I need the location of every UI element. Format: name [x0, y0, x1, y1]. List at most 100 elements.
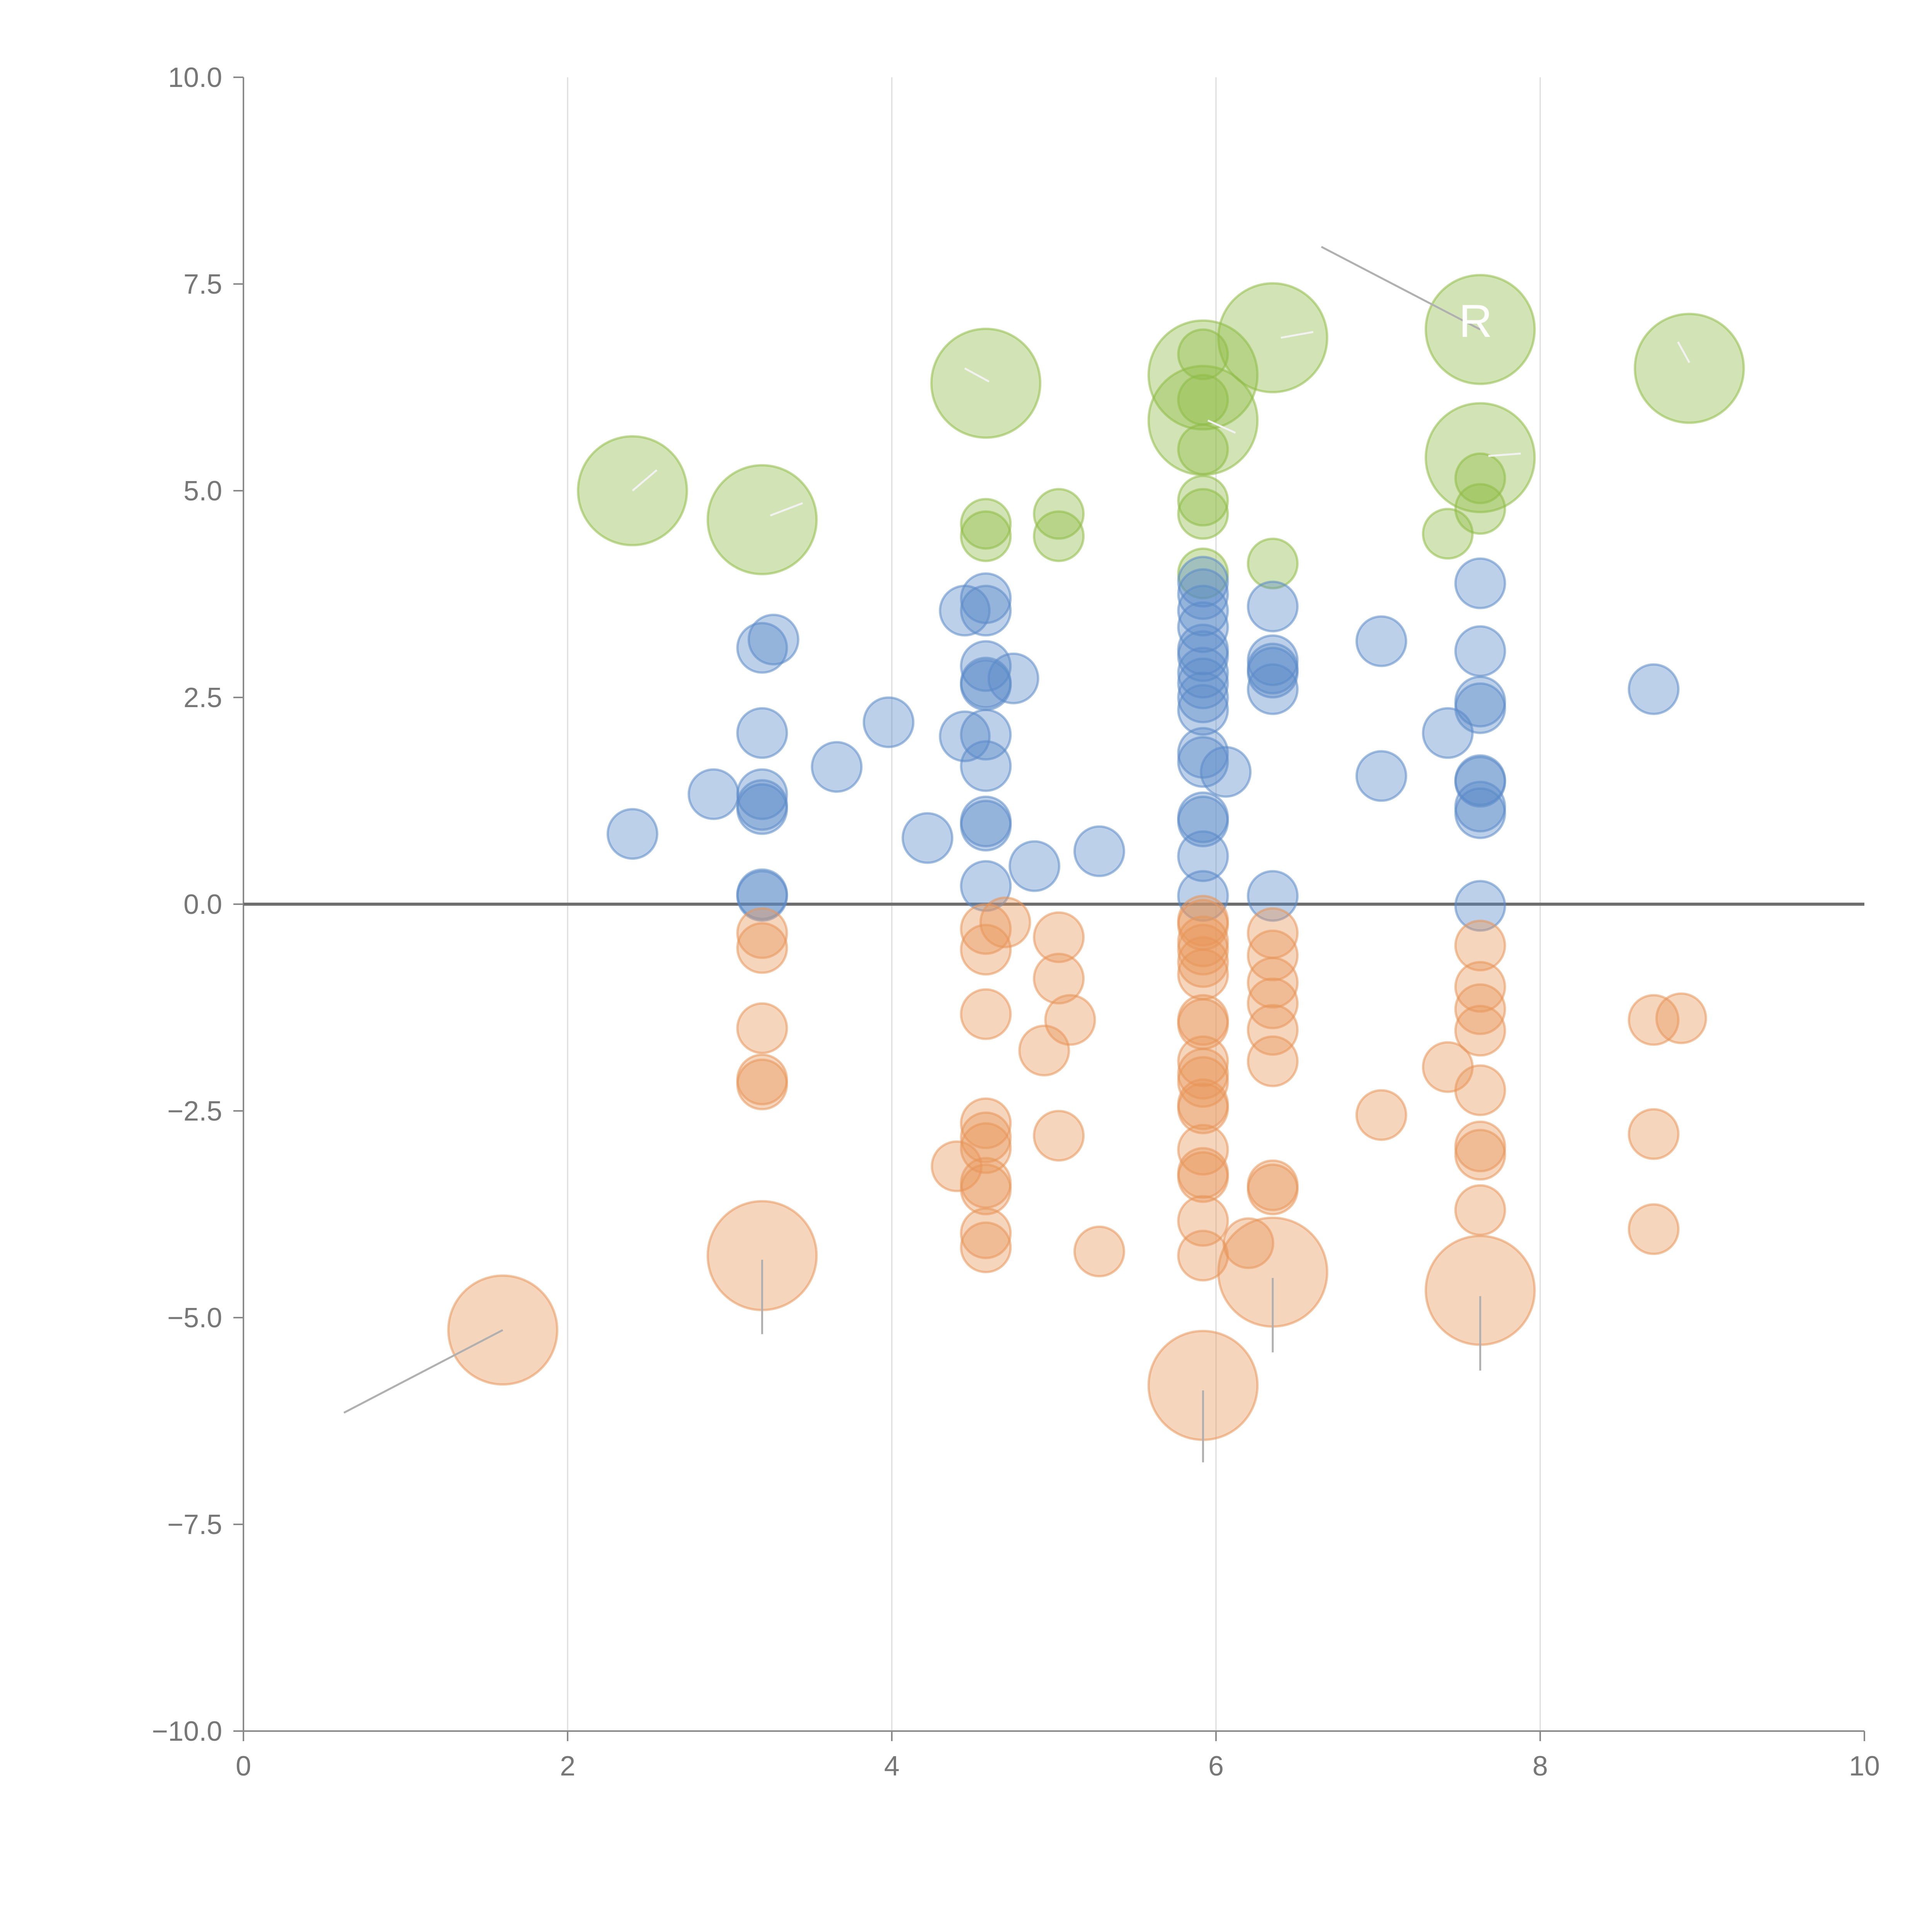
bubble-point-orange	[1177, 1056, 1229, 1108]
bubble-point-orange	[1655, 992, 1707, 1044]
bubble-point-orange	[1033, 1110, 1085, 1162]
bubble-point-orange	[1247, 1035, 1299, 1087]
bubble-point-orange	[1073, 1225, 1125, 1277]
series-orange	[447, 895, 1707, 1441]
bubble-point-green	[1177, 488, 1229, 540]
bubble-point-orange	[736, 1058, 788, 1111]
bubble-point-green	[1424, 402, 1536, 514]
bubble-point-blue	[1355, 750, 1407, 802]
bubble-point-orange	[960, 1163, 1012, 1216]
bubble-point-blue	[747, 614, 799, 666]
bubble-point-blue	[1454, 880, 1506, 932]
bubble-point-orange	[1033, 952, 1085, 1005]
bubble-point-orange	[1177, 1082, 1229, 1134]
bubble-point-blue	[1454, 625, 1506, 677]
bubble-point-blue	[1454, 787, 1506, 839]
bubble-point-blue	[1177, 684, 1229, 736]
x-tick-label: 6	[1208, 1751, 1224, 1782]
bubble-point-blue	[1355, 615, 1407, 667]
bubble-point-blue	[736, 707, 788, 759]
y-tick-label: 2.5	[184, 682, 222, 713]
bubble-point-green	[960, 510, 1012, 562]
bubble-point-orange	[1247, 1004, 1299, 1056]
bubble-point-blue	[960, 572, 1012, 624]
bubble-point-blue	[811, 741, 863, 793]
bubble-point-green	[1177, 474, 1229, 527]
x-tick-label: 10	[1849, 1751, 1880, 1782]
bubble-point-green	[960, 498, 1012, 550]
y-tick-label: 0.0	[184, 889, 222, 920]
bubble-point-blue	[1454, 682, 1506, 734]
annotation-leader-line	[1488, 452, 1521, 457]
bubble-point-blue	[1177, 556, 1229, 608]
bubble-point-orange	[1177, 1151, 1229, 1203]
bubble-point-blue	[606, 808, 658, 860]
y-tick-label: −2.5	[167, 1096, 222, 1127]
annotation-leader-line	[1281, 331, 1314, 339]
bubble-point-orange	[1454, 961, 1506, 1013]
bubble-point-orange	[960, 1111, 1012, 1163]
bubble-point-orange	[1628, 994, 1680, 1046]
bubble-point-blue	[1247, 870, 1299, 922]
y-tick-label: 5.0	[184, 476, 222, 507]
bubble-point-orange	[1177, 1124, 1229, 1176]
bubble-point-green	[1033, 510, 1085, 562]
bubble-point-blue	[1200, 746, 1252, 798]
bubble-point-orange	[1454, 1129, 1506, 1181]
bubble-point-blue	[1177, 657, 1229, 709]
bubble-point-green	[1033, 488, 1085, 540]
bubble-point-green	[706, 464, 818, 575]
bubble-point-orange	[1247, 1163, 1299, 1216]
bubble-point-blue	[1247, 663, 1299, 715]
series-blue	[606, 556, 1680, 932]
x-tick-label: 0	[236, 1751, 251, 1782]
bubble-point-green	[1454, 452, 1506, 504]
y-tick-label: −10.0	[152, 1716, 222, 1747]
annotations: R	[343, 246, 1690, 1463]
bubble-point-blue	[1177, 601, 1229, 653]
bubble-point-blue	[960, 640, 1012, 692]
bubble-point-blue	[1422, 707, 1474, 759]
annotation-label: R	[1459, 295, 1492, 347]
bubble-point-orange	[1628, 1108, 1680, 1160]
annotation-leader-line	[632, 469, 658, 492]
bubble-point-blue	[1247, 580, 1299, 633]
annotation-leader-line	[964, 367, 990, 383]
bubble-point-orange	[1177, 936, 1229, 988]
y-tick-label: −7.5	[167, 1509, 222, 1540]
bubble-point-orange	[960, 903, 1012, 955]
bubble-point-blue	[1177, 830, 1229, 882]
bubble-point-blue	[1247, 646, 1299, 699]
bubble-point-blue	[1073, 825, 1125, 878]
bubble-point-orange	[960, 923, 1012, 976]
y-tick-label: −5.0	[167, 1303, 222, 1333]
bubble-point-orange	[1355, 1089, 1407, 1141]
bubble-point-orange	[1044, 994, 1096, 1046]
y-tick-label: 7.5	[184, 269, 222, 300]
bubble-point-blue	[1177, 585, 1229, 637]
bubble-point-orange	[1454, 983, 1506, 1035]
bubble-point-orange	[736, 922, 788, 974]
tick-labels: 10.0 7.5 5.0 2.5 0.0 −2.5 −5.0 −7.5 −10.0 0 2 4 6 8 10	[152, 62, 1880, 1782]
bubble-point-blue	[1628, 663, 1680, 715]
annotation-leader-line	[1321, 246, 1481, 330]
bubble-point-orange	[960, 1207, 1012, 1259]
bubble-point-orange	[1018, 1024, 1070, 1077]
bubble-point-blue	[901, 812, 954, 864]
bubble-point-blue	[960, 709, 1012, 761]
bubble-point-green	[930, 328, 1042, 439]
bubble-point-blue	[1009, 840, 1061, 892]
bubble-point-green	[1177, 423, 1229, 475]
bubble-point-blue	[736, 870, 788, 922]
bubble-point-blue	[960, 585, 1012, 637]
annotation-leader-line	[1207, 419, 1236, 434]
bubble-point-blue	[1454, 557, 1506, 609]
y-tick-label: 10.0	[168, 62, 222, 93]
bubble-point-blue	[987, 652, 1039, 704]
bubble-point-green	[1422, 508, 1474, 560]
bubble-point-orange	[736, 907, 788, 959]
bubble-point-blue	[960, 740, 1012, 792]
x-tick-label: 2	[560, 1751, 575, 1782]
bubble-point-orange	[960, 988, 1012, 1040]
